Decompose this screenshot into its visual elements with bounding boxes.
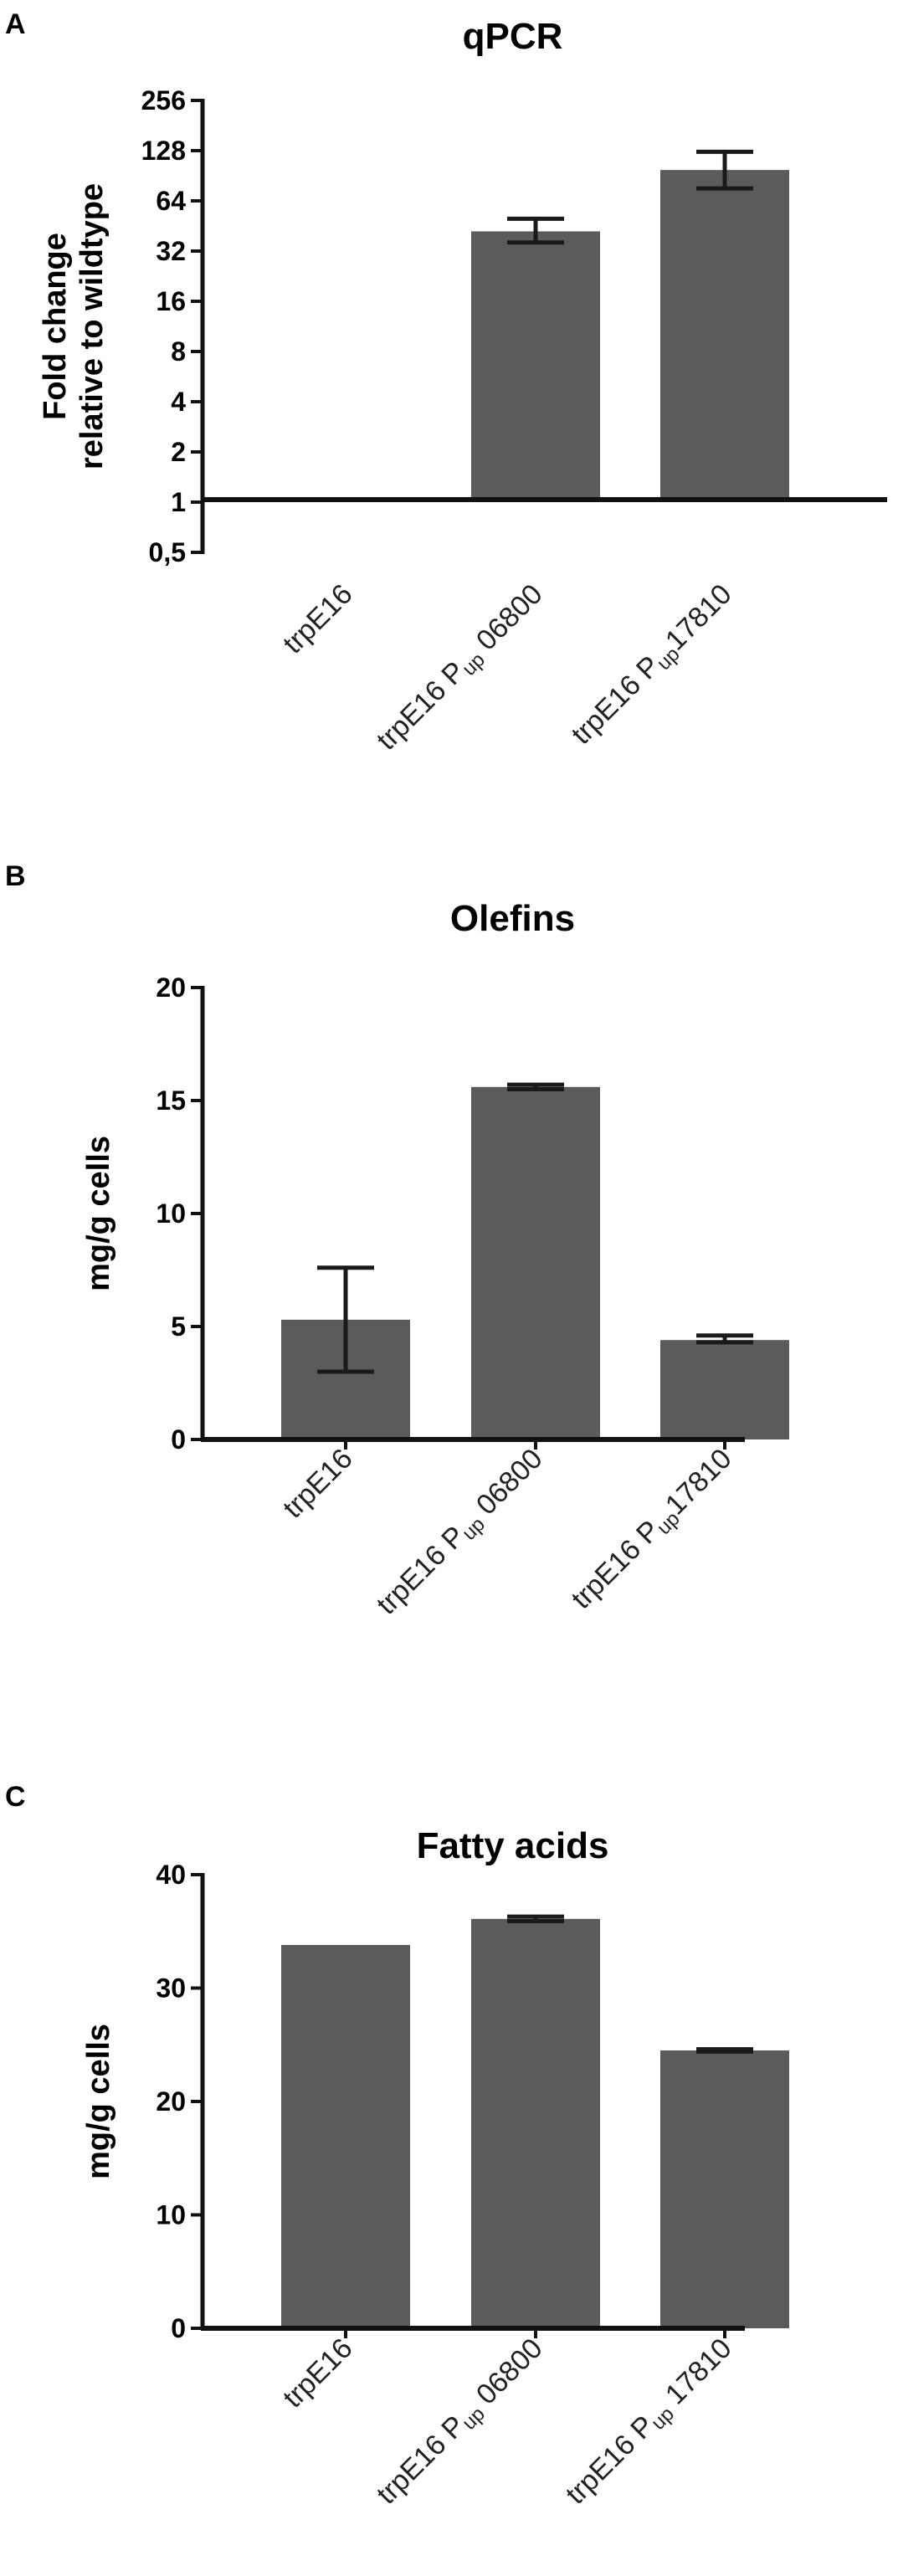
chart-title: Fatty acids [417, 1825, 609, 1866]
x-tick-label-main: trpE16 P [371, 1520, 471, 1620]
y-tick-label: 0 [171, 1424, 186, 1455]
y-axis-label: Fold change [38, 233, 73, 420]
y-tick-label: 30 [156, 1973, 186, 2004]
x-tick-label: trpE16 Pup 06800 [371, 578, 552, 759]
x-tick-label-main: trpE16 [277, 1443, 359, 1525]
y-tick-label: 10 [156, 1198, 186, 1229]
x-tick-label-main: trpE16 P [371, 2409, 471, 2510]
y-tick-label: 8 [171, 336, 186, 367]
error-bar [696, 149, 753, 191]
panel-letter: A [5, 8, 26, 40]
x-tick-label-main: trpE16 P [371, 655, 471, 756]
bar [281, 1945, 410, 2328]
x-tick-label-suffix: 17810 [659, 578, 738, 657]
y-tick-label: 20 [156, 972, 186, 1003]
x-tick-label-suffix: 06800 [464, 578, 548, 662]
x-tick-label-suffix: 06800 [464, 1443, 548, 1527]
y-tick-label: 2 [171, 437, 186, 467]
x-tick-label-main: trpE16 [277, 2332, 359, 2414]
x-tick-label: trpE16 Pup17810 [565, 578, 740, 753]
x-tick-label: trpE16 Pup 06800 [371, 2332, 552, 2513]
y-tick-label: 0 [171, 2313, 186, 2343]
y-tick-label: 1 [171, 487, 186, 517]
y-axis-label: relative to wildtype [74, 183, 110, 470]
y-tick-label: 20 [156, 2086, 186, 2117]
y-tick-label: 32 [156, 236, 186, 266]
chart-title: Olefins [450, 898, 575, 939]
y-tick-label: 0,5 [149, 537, 186, 567]
x-tick-label: trpE16 [277, 578, 359, 660]
bar [471, 1918, 600, 2328]
panel-letter: B [5, 860, 26, 892]
x-tick-label-main: trpE16 P [565, 1515, 665, 1615]
x-tick-label-suffix: 17810 [659, 1443, 738, 1521]
y-axis-label: mg/g cells [81, 2024, 116, 2179]
x-tick-label-suffix: 17810 [654, 2332, 737, 2416]
error-bar [507, 1082, 564, 1091]
x-tick-label: trpE16 [277, 1443, 359, 1525]
y-axis-label: mg/g cells [81, 1136, 116, 1291]
x-tick-label: trpE16 [277, 2332, 359, 2414]
bar [471, 231, 600, 502]
bar [660, 1340, 789, 1439]
bar [660, 170, 789, 502]
error-bar [317, 1265, 374, 1374]
x-tick-label: trpE16 Pup17810 [565, 1443, 740, 1618]
y-tick-label: 10 [156, 2200, 186, 2230]
y-tick-label: 5 [171, 1311, 186, 1342]
bar [471, 1086, 600, 1439]
x-tick-label: trpE16 Pup 06800 [371, 1443, 552, 1624]
y-tick-label: 40 [156, 1860, 186, 1890]
error-bar [507, 216, 564, 245]
chart-title: qPCR [463, 16, 563, 57]
y-tick-label: 64 [156, 186, 186, 216]
y-tick-label: 4 [171, 387, 186, 417]
error-bar [507, 1914, 564, 1924]
error-bar [696, 2047, 753, 2054]
x-tick-label-main: trpE16 [277, 578, 359, 660]
x-tick-label: trpE16 Pup 17810 [560, 2332, 741, 2513]
x-tick-label-main: trpE16 P [565, 650, 665, 751]
y-tick-label: 256 [141, 85, 186, 115]
panel-letter: C [5, 1781, 26, 1813]
error-bar [696, 1333, 753, 1345]
y-tick-label: 16 [156, 286, 186, 316]
y-tick-label: 128 [141, 136, 186, 166]
x-tick-label-suffix: 06800 [464, 2332, 548, 2416]
x-tick-label-main: trpE16 P [560, 2409, 660, 2510]
y-tick-label: 15 [156, 1085, 186, 1116]
bar [660, 2050, 789, 2328]
